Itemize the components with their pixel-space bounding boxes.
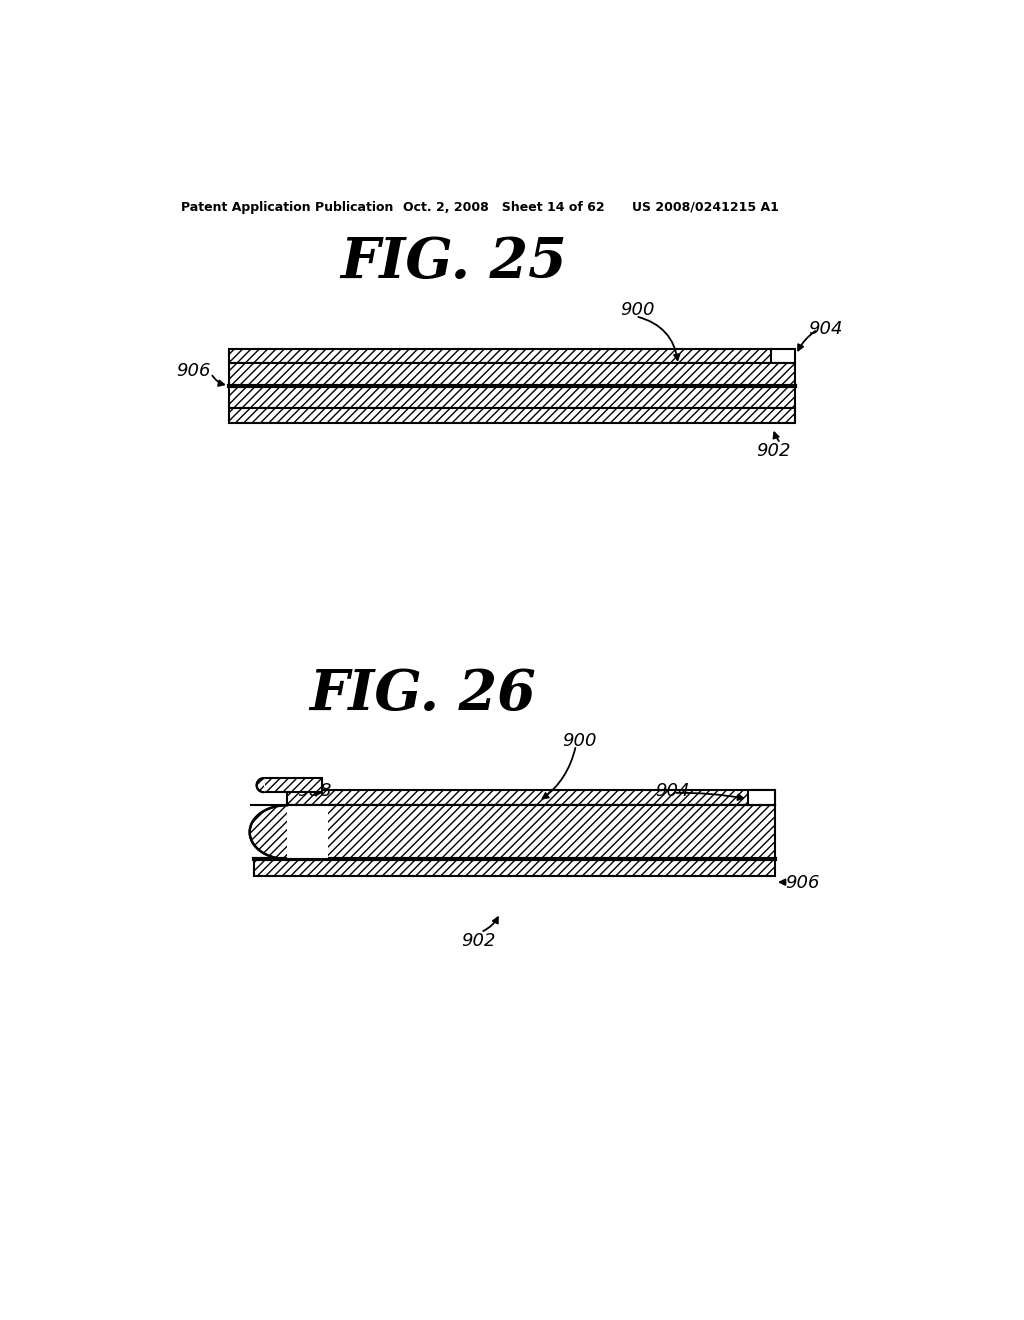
Text: FIG. 26: FIG. 26	[309, 667, 536, 722]
Text: 900: 900	[562, 733, 597, 750]
Bar	[287, 789, 775, 805]
Bar	[748, 789, 775, 805]
Bar	[287, 805, 775, 859]
Text: FIG. 25: FIG. 25	[340, 235, 567, 290]
Bar	[263, 779, 322, 792]
Polygon shape	[250, 805, 287, 859]
Bar	[771, 350, 795, 363]
Text: 906: 906	[176, 363, 211, 380]
Text: 904: 904	[655, 781, 689, 800]
Bar	[287, 805, 328, 859]
Text: 902: 902	[461, 932, 496, 950]
Ellipse shape	[250, 805, 324, 859]
Bar	[287, 805, 302, 859]
Text: 900: 900	[621, 301, 654, 319]
Ellipse shape	[257, 779, 270, 792]
Text: Patent Application Publication: Patent Application Publication	[180, 201, 393, 214]
Bar	[254, 859, 775, 876]
Text: US 2008/0241215 A1: US 2008/0241215 A1	[632, 201, 778, 214]
Polygon shape	[257, 779, 263, 792]
Text: 908: 908	[297, 781, 332, 800]
Text: Oct. 2, 2008   Sheet 14 of 62: Oct. 2, 2008 Sheet 14 of 62	[403, 201, 605, 214]
Bar	[228, 350, 771, 363]
Bar	[228, 363, 795, 408]
Bar	[228, 408, 795, 424]
Text: 902: 902	[756, 442, 791, 459]
Text: 906: 906	[785, 874, 819, 892]
Text: 904: 904	[809, 321, 843, 338]
